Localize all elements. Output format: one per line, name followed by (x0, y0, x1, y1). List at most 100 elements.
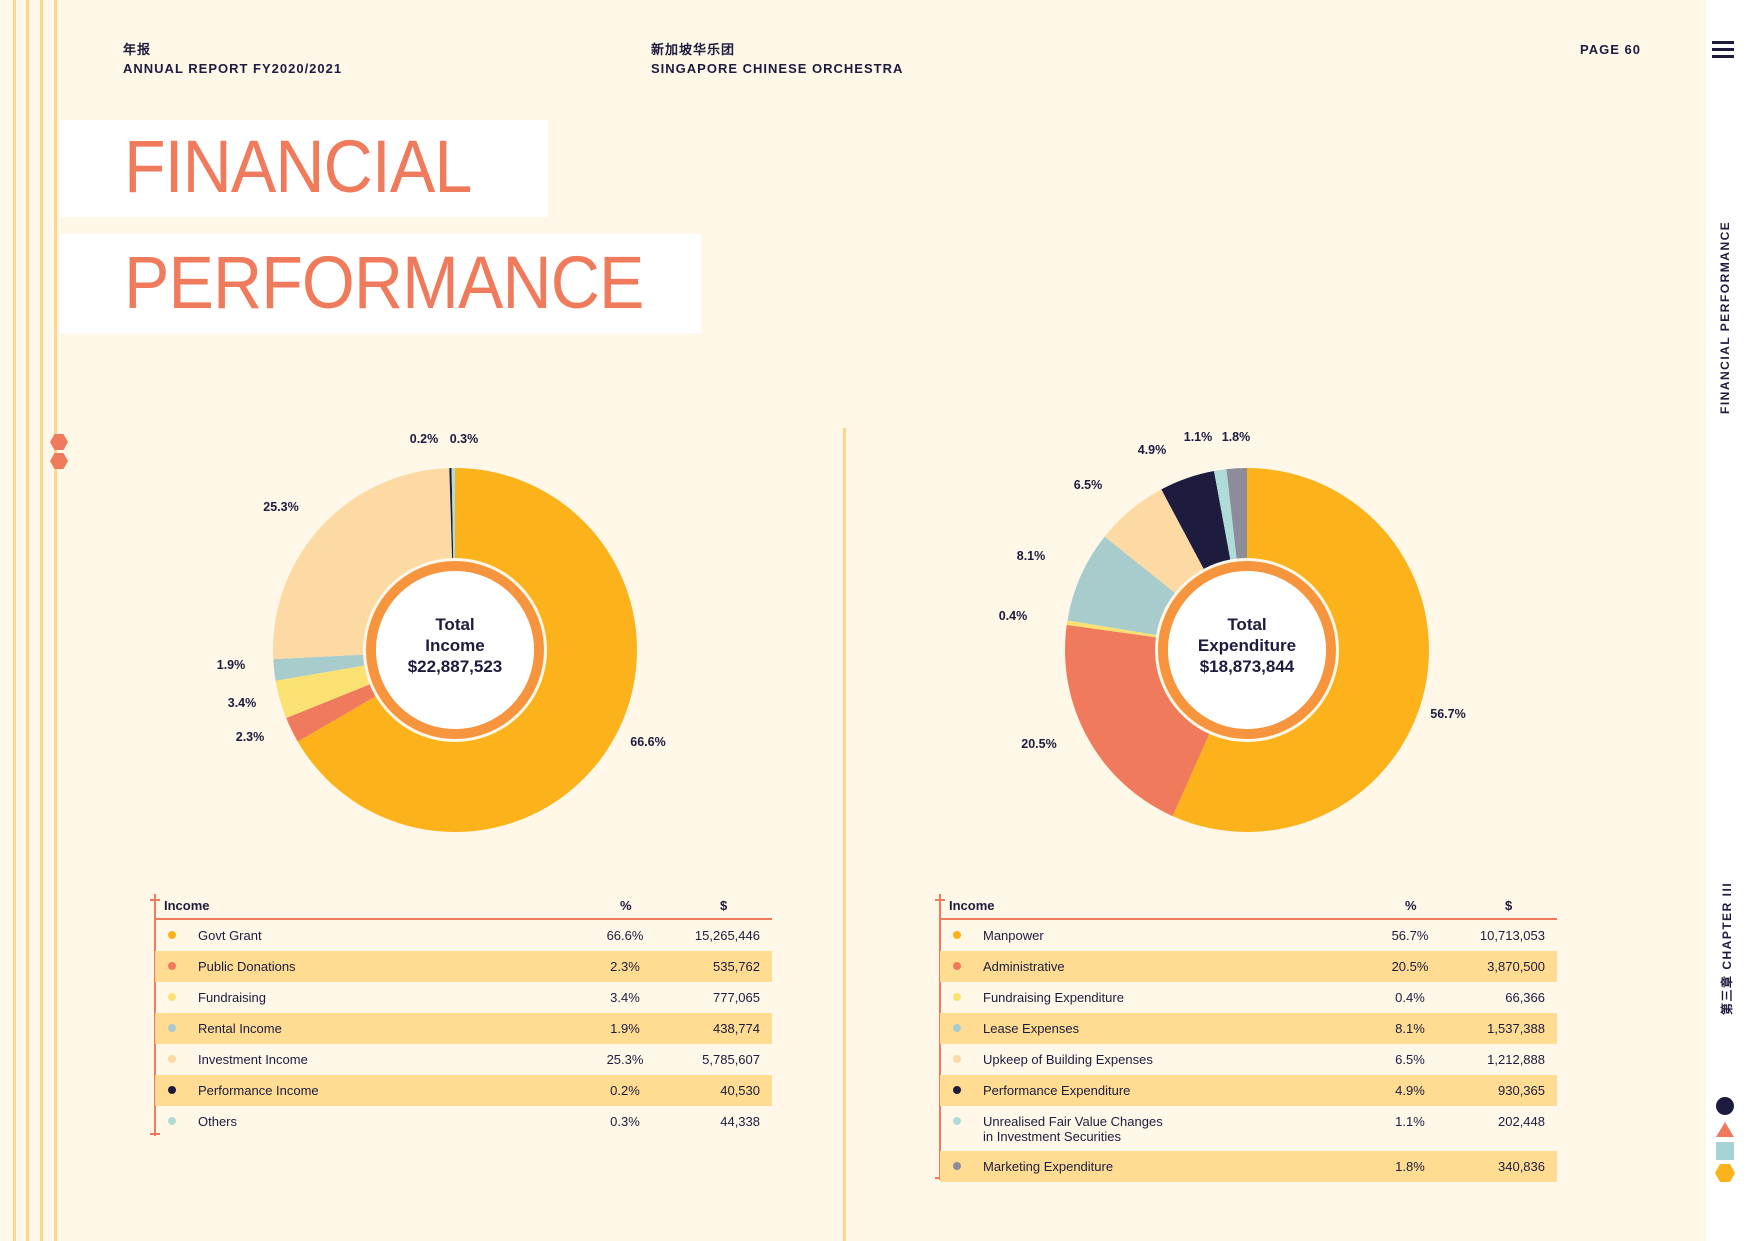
table-row: Govt Grant 66.6% 15,265,446 (155, 920, 772, 951)
table-row: Marketing Expenditure 1.8% 340,836 (940, 1151, 1557, 1182)
table-pct-header: % (1405, 898, 1417, 913)
row-percent: 20.5% (1391, 959, 1429, 974)
circle-icon (1716, 1097, 1734, 1115)
row-label: Investment Income (198, 1052, 308, 1067)
donut-slice (1214, 469, 1237, 560)
row-label: Rental Income (198, 1021, 282, 1036)
hexagon-icon (50, 434, 68, 450)
exp-slice-label: 1.8% (1221, 430, 1251, 444)
table-heading: Income (949, 898, 995, 913)
row-label: Administrative (983, 959, 1065, 974)
row-percent: 66.6% (606, 928, 644, 943)
row-label: Unrealised Fair Value Changes in Investm… (983, 1114, 1163, 1144)
exp-center-title-1: Total (1227, 615, 1267, 634)
income-slice-label: 25.3% (263, 500, 299, 514)
donut-inner-ring (1158, 561, 1336, 739)
table-axis-tick (935, 899, 945, 901)
square-icon (1716, 1142, 1734, 1160)
income-center-value: $22,887,523 (407, 657, 503, 676)
table-row: Fundraising Expenditure 0.4% 66,366 (940, 982, 1557, 1013)
page: 年报 ANNUAL REPORT FY2020/2021 新加坡华乐团 SING… (13, 0, 1641, 1241)
donut-slice (286, 684, 376, 742)
donut-hole (376, 571, 534, 729)
exp-slice-label: 56.7% (1430, 707, 1466, 721)
exp-slice-label: 20.5% (1021, 737, 1057, 751)
row-percent: 3.4% (610, 990, 640, 1005)
row-percent: 1.1% (1395, 1114, 1425, 1129)
donut-slice (297, 468, 637, 832)
income-slice-label: 2.3% (235, 730, 265, 744)
income-donut-chart (273, 468, 637, 832)
donut-slice (1067, 536, 1176, 636)
row-value: 1,212,888 (1487, 1052, 1545, 1067)
row-value: 66,366 (1505, 990, 1545, 1005)
row-label: Performance Income (198, 1083, 319, 1098)
donut-slice (449, 468, 454, 559)
row-label: Others (198, 1114, 238, 1129)
row-value: 10,713,053 (1479, 928, 1545, 943)
table-header: Income % $ (940, 894, 1557, 920)
menu-bar (1712, 55, 1734, 58)
decor-line (40, 0, 43, 1241)
page-number: PAGE 60 (1580, 42, 1641, 57)
exp-slice-label: 0.4% (998, 609, 1028, 623)
row-value: 3,870,500 (1487, 959, 1545, 974)
legend-dot-icon (953, 962, 961, 970)
table-row: Upkeep of Building Expenses 6.5% 1,212,888 (940, 1044, 1557, 1075)
row-label: Fundraising (198, 990, 266, 1005)
exp-center-title-2: Expenditure (1197, 636, 1297, 655)
row-label: Upkeep of Building Expenses (983, 1052, 1153, 1067)
donut-slice (273, 654, 365, 681)
row-percent: 25.3% (606, 1052, 644, 1067)
row-percent: 8.1% (1395, 1021, 1425, 1036)
legend-dot-icon (168, 1024, 176, 1032)
income-slice-label: 0.3% (449, 432, 479, 446)
income-slice-label: 66.6% (630, 735, 666, 749)
header-center-en: SINGAPORE CHINESE ORCHESTRA (651, 61, 904, 76)
row-value: 40,530 (720, 1083, 760, 1098)
decor-line (26, 0, 29, 1241)
exp-slice-label: 4.9% (1137, 443, 1167, 457)
table-row: Performance Income 0.2% 40,530 (155, 1075, 772, 1106)
row-label: Lease Expenses (983, 1021, 1080, 1036)
donut-slice (1161, 471, 1231, 569)
table-val-header: $ (720, 898, 728, 913)
row-value: 44,338 (720, 1114, 760, 1129)
income-center-title-1: Total (435, 615, 475, 634)
legend-dot-icon (168, 962, 176, 970)
income-table: Income % $ Govt Grant 66.6% 15,265,446 Publ… (155, 894, 772, 1137)
table-row: Investment Income 25.3% 5,785,607 (155, 1044, 772, 1075)
menu-icon[interactable] (1708, 36, 1738, 66)
header-center-cn: 新加坡华乐团 (651, 42, 736, 57)
table-row: Fundraising 3.4% 777,065 (155, 982, 772, 1013)
header-center: 新加坡华乐团 SINGAPORE CHINESE ORCHESTRA (651, 40, 903, 78)
legend-dot-icon (168, 1086, 176, 1094)
row-percent: 6.5% (1395, 1052, 1425, 1067)
legend-dot-icon (953, 931, 961, 939)
table-row: Others 0.3% 44,338 (155, 1106, 772, 1137)
title-box-2 (60, 234, 701, 333)
hexagon-icon (50, 453, 68, 469)
row-label: Manpower (983, 928, 1044, 943)
row-percent: 0.3% (610, 1114, 640, 1129)
page-title-line1: FINANCIAL (124, 125, 472, 208)
side-section-title: FINANCIAL PERFORMANCE (1718, 220, 1732, 414)
row-label: Marketing Expenditure (983, 1159, 1114, 1174)
shape-legend (1715, 1097, 1735, 1182)
triangle-icon (1716, 1122, 1734, 1137)
expenditure-table: Income % $ Manpower 56.7% 10,713,053 Admini… (940, 894, 1557, 1182)
row-value: 202,448 (1498, 1114, 1545, 1129)
row-percent: 56.7% (1391, 928, 1429, 943)
donut-slice (1104, 489, 1204, 593)
row-value: 438,774 (713, 1021, 760, 1036)
income-slice-label: 0.2% (409, 432, 439, 446)
table-body: Manpower 56.7% 10,713,053 Administrative 20.… (940, 920, 1557, 1182)
table-row: Rental Income 1.9% 438,774 (155, 1013, 772, 1044)
legend-dot-icon (168, 1055, 176, 1063)
decor-line (54, 0, 57, 1241)
expenditure-center-label: Total Expenditure $18,873,844 (1163, 614, 1331, 677)
row-percent: 0.2% (610, 1083, 640, 1098)
row-label: Public Donations (198, 959, 296, 974)
hexagon-icon (1715, 1164, 1735, 1182)
row-value: 535,762 (713, 959, 760, 974)
